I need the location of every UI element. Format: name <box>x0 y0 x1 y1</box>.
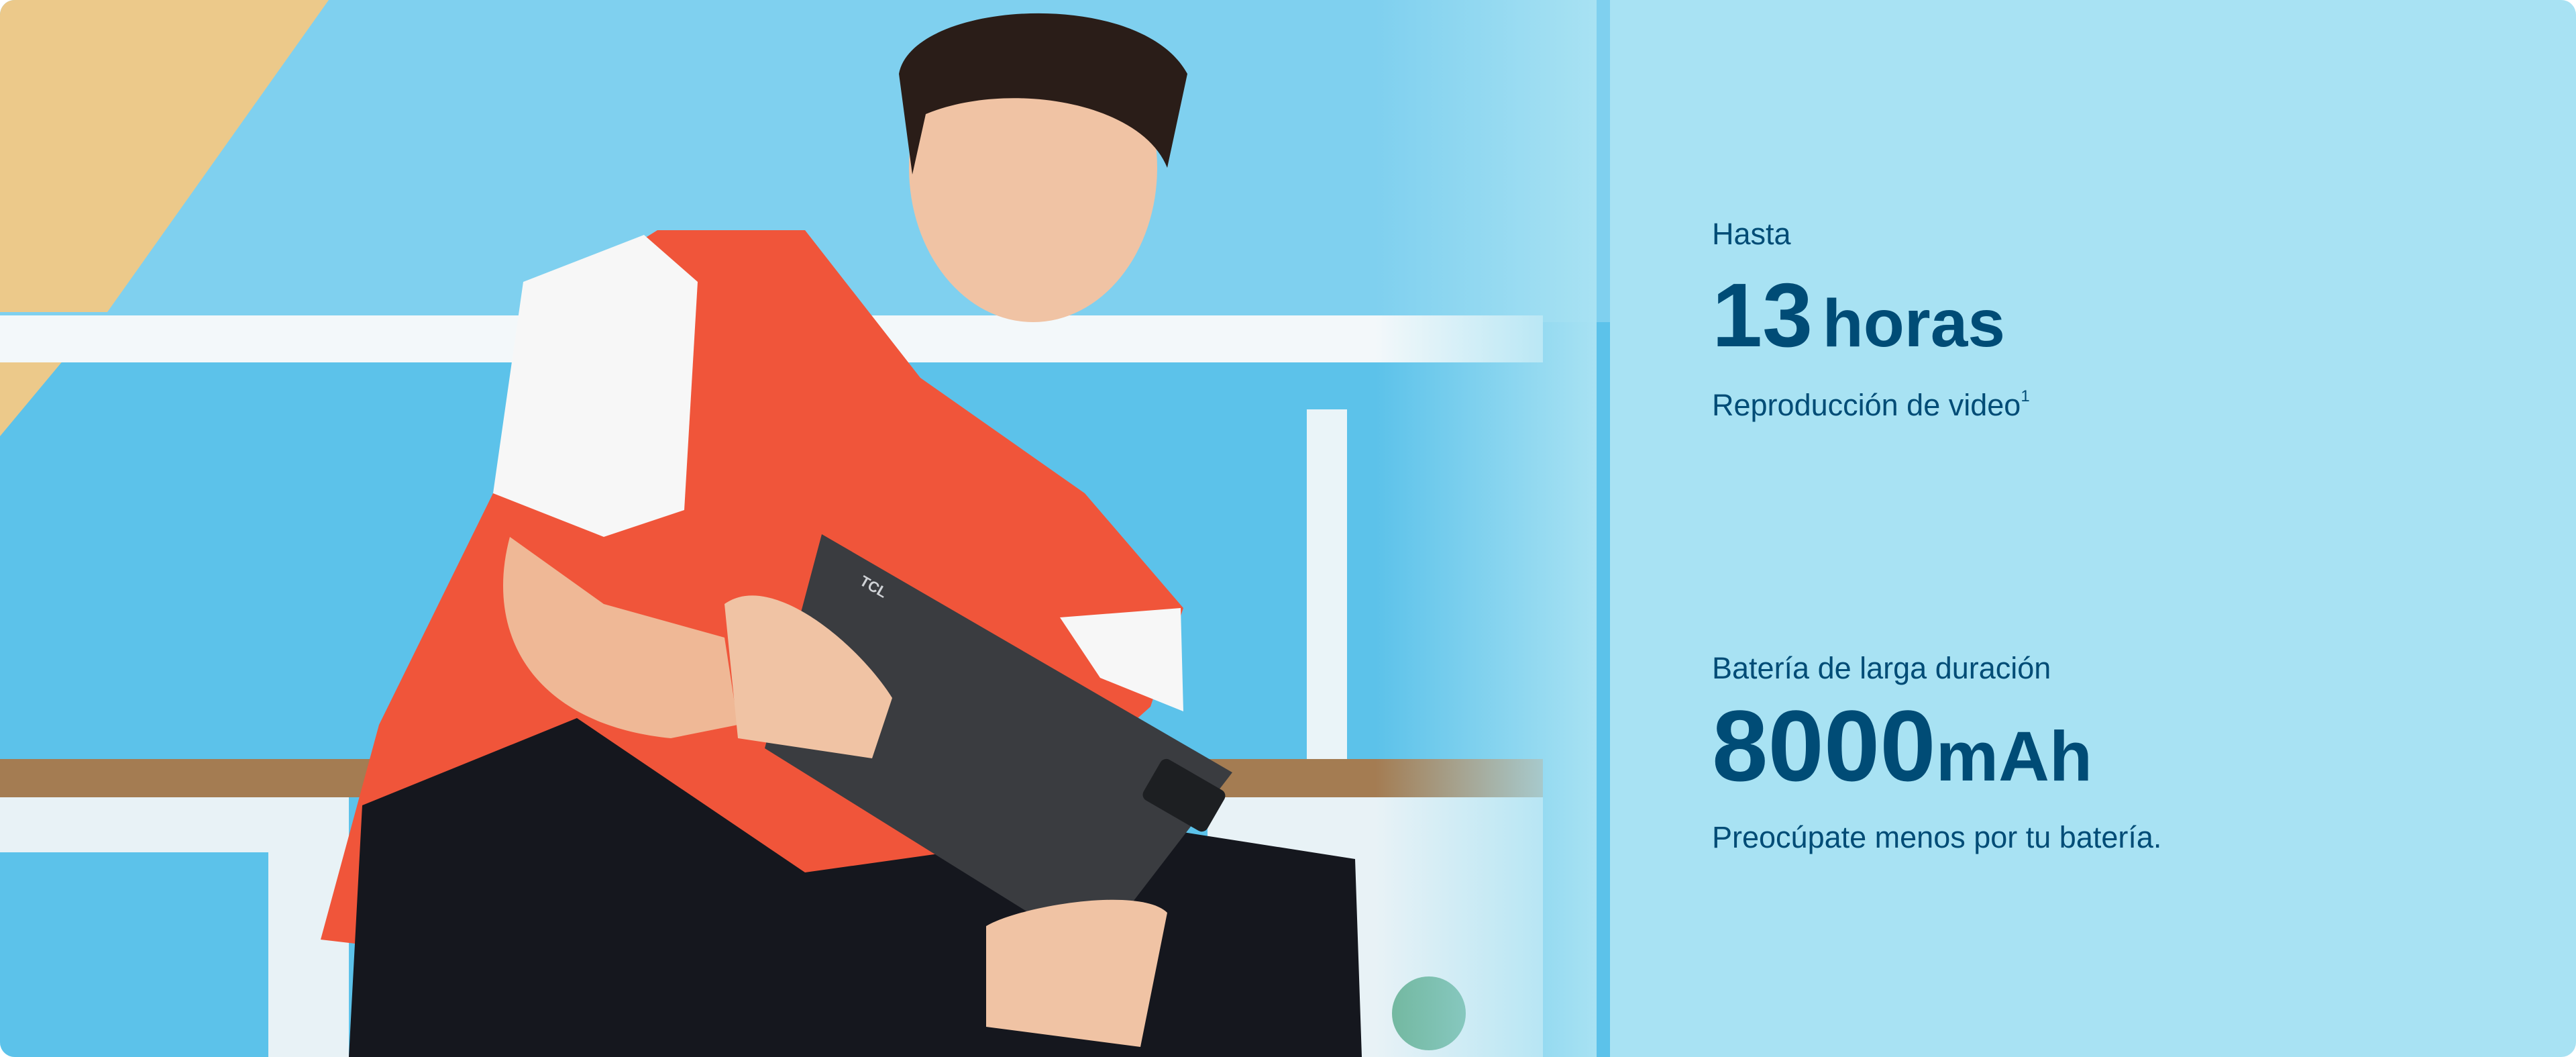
tablet-camera <box>1142 758 1226 832</box>
tan-stripe-lower <box>0 356 67 436</box>
hand-right <box>986 899 1167 1047</box>
rail-post <box>1307 409 1347 772</box>
tablet <box>765 534 1232 953</box>
hair <box>899 13 1187 174</box>
spec1-caption: Reproducción de video1 <box>1712 387 2030 422</box>
footnote-marker: 1 <box>2021 387 2030 405</box>
spec2-number: 8000 <box>1712 689 1936 802</box>
spec1-unit: horas <box>1822 286 2005 361</box>
spec1-caption-text: Reproducción de video <box>1712 388 2021 422</box>
spec2-value: 8000mAh <box>1712 695 2092 796</box>
white-sleeve-left <box>493 235 698 537</box>
white-sleeve-right <box>1060 608 1183 711</box>
spec2-caption: Preocúpate menos por tu batería. <box>1712 820 2162 854</box>
arm <box>503 537 738 738</box>
spec1-number: 13 <box>1712 264 1813 366</box>
spec2-unit: mAh <box>1935 717 2093 796</box>
photo-fade <box>1375 0 1597 1057</box>
tan-stripe <box>0 0 329 312</box>
spec2-label: Batería de larga duración <box>1712 651 2051 685</box>
hand-left <box>724 595 892 758</box>
spec1-value: 13 horas <box>1712 270 2005 360</box>
spec1-prefix: Hasta <box>1712 217 1791 251</box>
